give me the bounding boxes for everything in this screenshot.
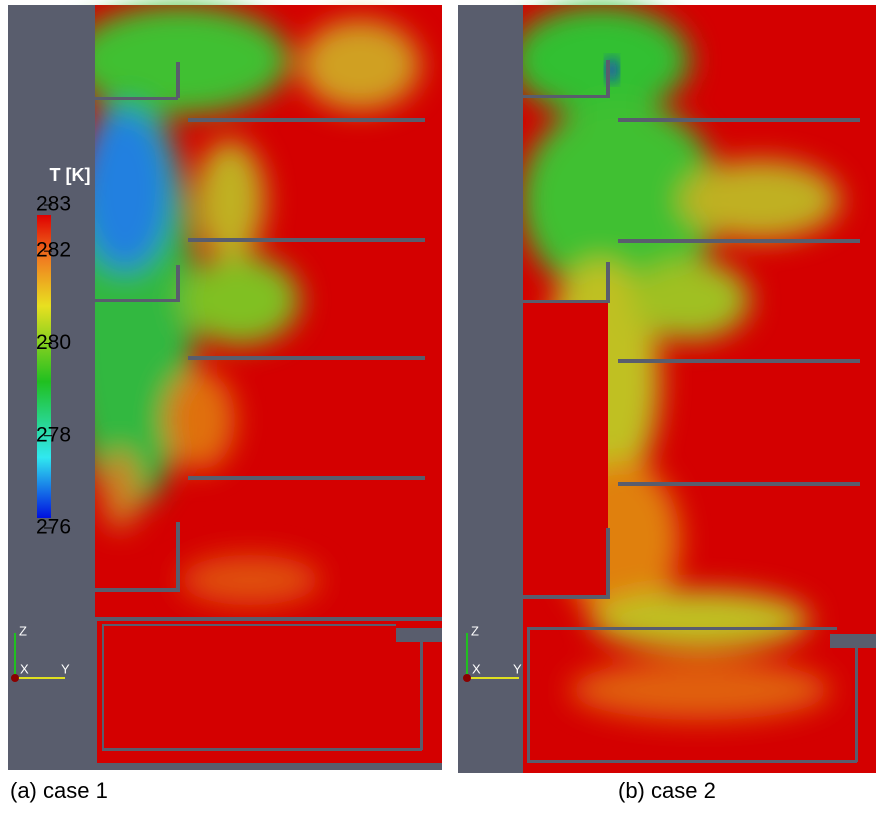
colorbar-tick-label: 283: [36, 193, 71, 216]
caption: (a) case 1: [10, 778, 108, 803]
figure: T [K] 283 282 280 278 276 Z X Y: [0, 0, 878, 809]
axis-label: Z: [19, 623, 27, 638]
axis-label: Y: [61, 661, 70, 676]
panel-b: Z X Y: [458, 5, 876, 773]
colorbar-tick-label: 278: [36, 423, 71, 446]
caption: (b) case 2: [618, 778, 716, 803]
colorbar-tick-label: 280: [36, 331, 71, 354]
colorbar-tick-label: 282: [36, 239, 71, 262]
colorbar-title: T [K]: [50, 165, 91, 185]
panel-a: T [K] 283 282 280 278 276 Z X Y: [8, 5, 442, 770]
axis-label: X: [20, 661, 29, 676]
axis-label: Z: [471, 623, 479, 638]
colorbar-tick-label: 276: [36, 516, 71, 539]
axis-label: Y: [513, 661, 522, 676]
axis-label: X: [472, 661, 481, 676]
